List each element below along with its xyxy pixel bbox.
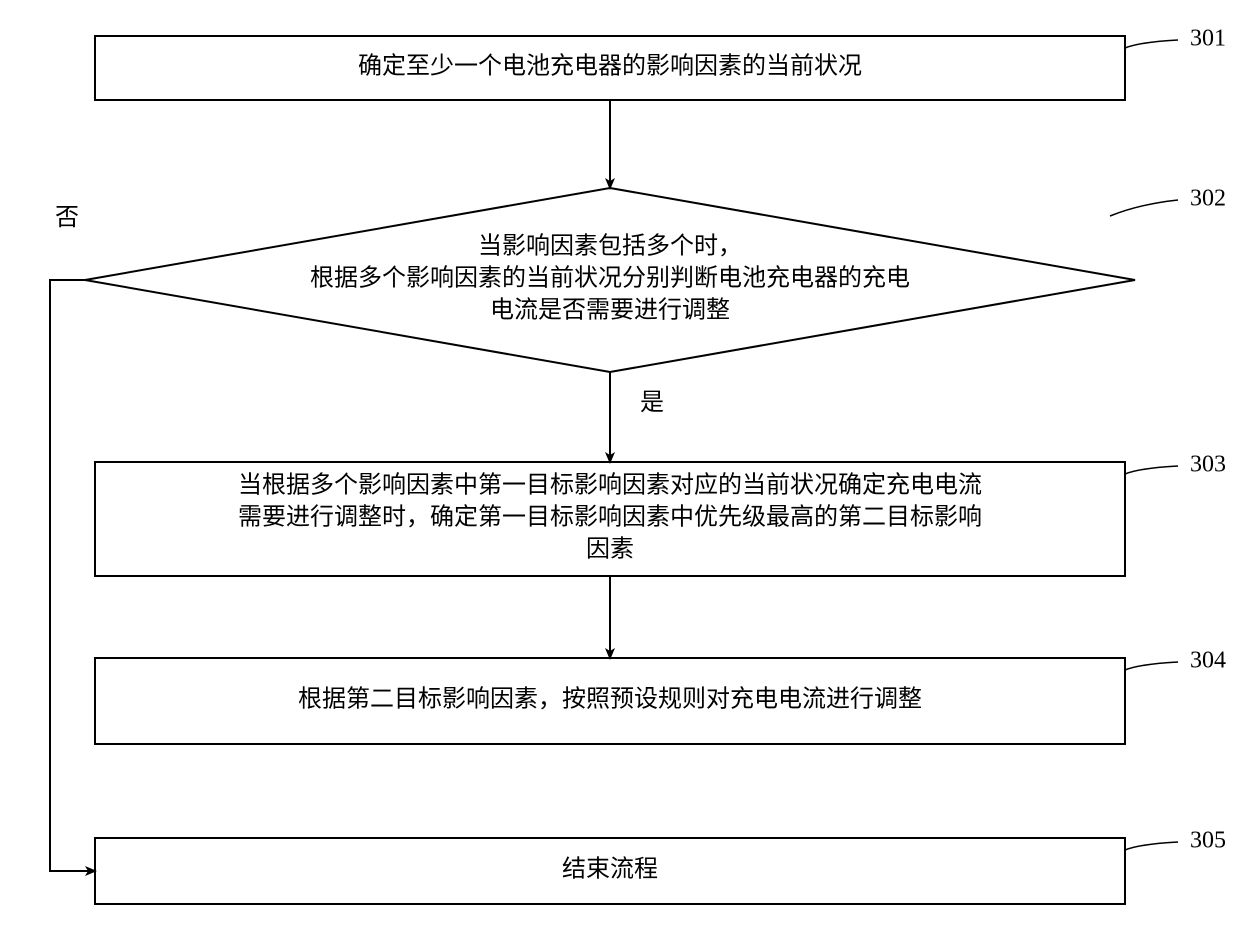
step-label-302: 302: [1190, 186, 1226, 212]
edge-e4: [50, 280, 95, 871]
step-label-304: 304: [1190, 648, 1226, 674]
flowchart-diagram: 是 否 确定至少一个电池充电器的影响因素的当前状况 301 当影响因素包括多个时， 根据…: [0, 0, 1240, 946]
node-text-line: 需要进行调整时，确定第一目标影响因素中优先级最高的第二目标影响: [238, 504, 982, 531]
flowchart-node-n301: 确定至少一个电池充电器的影响因素的当前状况 301: [95, 26, 1226, 101]
node-text-line: 当根据多个影响因素中第一目标影响因素对应的当前状况确定充电电流: [238, 472, 982, 499]
node-text-line: 根据多个影响因素的当前状况分别判断电池充电器的充电: [310, 265, 910, 292]
step-label-301: 301: [1190, 26, 1226, 52]
leader-line: [1125, 662, 1178, 670]
flowchart-node-n305: 结束流程 305: [95, 828, 1226, 905]
node-text-line: 因素: [586, 536, 634, 563]
node-text-line: 当影响因素包括多个时，: [478, 233, 742, 260]
node-text-line: 结束流程: [562, 856, 658, 883]
flowchart-node-n304: 根据第二目标影响因素，按照预设规则对充电电流进行调整 304: [95, 648, 1226, 745]
leader-line: [1125, 40, 1178, 48]
branch-label-e4: 否: [55, 205, 79, 231]
step-label-303: 303: [1190, 452, 1226, 478]
flowchart-node-n303: 当根据多个影响因素中第一目标影响因素对应的当前状况确定充电电流需要进行调整时，确…: [95, 452, 1226, 577]
leader-line: [1110, 200, 1178, 216]
node-text-line: 根据第二目标影响因素，按照预设规则对充电电流进行调整: [298, 686, 922, 713]
leader-line: [1125, 466, 1178, 474]
node-text-line: 电流是否需要进行调整: [490, 297, 730, 324]
branch-label-e2: 是: [640, 390, 664, 416]
leader-line: [1125, 842, 1178, 850]
node-text-line: 确定至少一个电池充电器的影响因素的当前状况: [358, 53, 862, 80]
flowchart-node-n302: 当影响因素包括多个时， 根据多个影响因素的当前状况分别判断电池充电器的充电电流是否…: [85, 186, 1226, 373]
step-label-305: 305: [1190, 828, 1226, 854]
